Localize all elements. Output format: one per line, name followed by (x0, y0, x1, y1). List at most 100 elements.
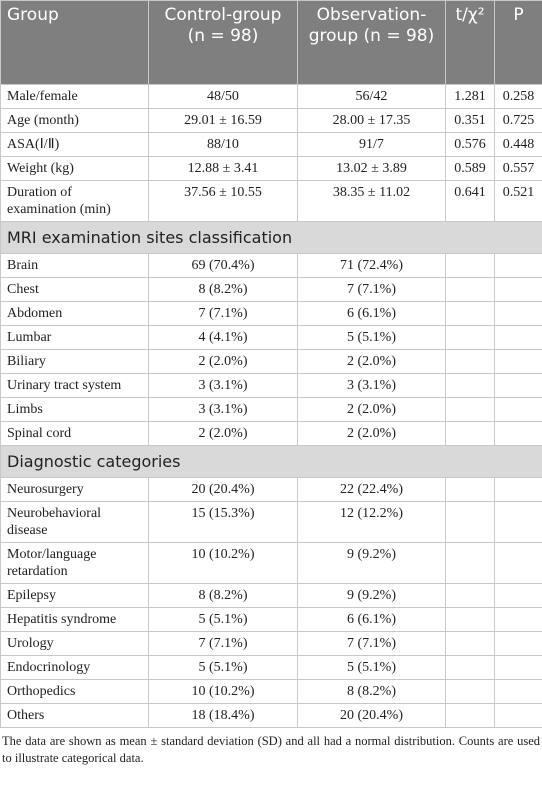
cell: 37.56 ± 10.55 (148, 180, 298, 222)
row-label: Others (0, 703, 149, 728)
empty-cell (494, 421, 542, 446)
empty-cell (494, 703, 542, 728)
empty-cell (445, 301, 495, 326)
empty-cell (445, 631, 495, 656)
section-row: MRI examination sites classification (0, 221, 542, 254)
cell: 7 (7.1%) (297, 631, 446, 656)
cell: 18 (18.4%) (148, 703, 298, 728)
cell: 12.88 ± 3.41 (148, 156, 298, 181)
table-row: Epilepsy 8 (8.2%) 9 (9.2%) (0, 583, 542, 608)
row-label: Biliary (0, 349, 149, 374)
row-label: Lumbar (0, 325, 149, 350)
row-label: Neurosurgery (0, 477, 149, 502)
cell: 20 (20.4%) (148, 477, 298, 502)
empty-cell (445, 679, 495, 704)
row-label: Epilepsy (0, 583, 149, 608)
table-row: Male/female 48/50 56/42 1.281 0.258 (0, 84, 542, 109)
table-row: Lumbar 4 (4.1%) 5 (5.1%) (0, 325, 542, 350)
cell: 7 (7.1%) (148, 631, 298, 656)
empty-cell (445, 655, 495, 680)
footnote: The data are shown as mean ± standard de… (2, 734, 540, 765)
row-label: Hepatitis syndrome (0, 607, 149, 632)
table-row: Spinal cord 2 (2.0%) 2 (2.0%) (0, 421, 542, 446)
row-label: Age (month) (0, 108, 149, 133)
cell: 12 (12.2%) (297, 501, 446, 543)
empty-cell (494, 631, 542, 656)
empty-cell (494, 655, 542, 680)
cell: 29.01 ± 16.59 (148, 108, 298, 133)
table-row: Orthopedics 10 (10.2%) 8 (8.2%) (0, 679, 542, 704)
header-cell: P (494, 0, 542, 85)
header-cell: Observation-group (n = 98) (297, 0, 446, 85)
cell: 13.02 ± 3.89 (297, 156, 446, 181)
empty-cell (445, 583, 495, 608)
row-label: Urinary tract system (0, 373, 149, 398)
section-title: MRI examination sites classification (0, 221, 542, 254)
row-label: Limbs (0, 397, 149, 422)
empty-cell (445, 373, 495, 398)
row-label: Endocrinology (0, 655, 149, 680)
empty-cell (494, 501, 542, 543)
table-row: Chest 8 (8.2%) 7 (7.1%) (0, 277, 542, 302)
table-row: Urinary tract system 3 (3.1%) 3 (3.1%) (0, 373, 542, 398)
empty-cell (494, 583, 542, 608)
empty-cell (445, 477, 495, 502)
cell: 3 (3.1%) (148, 397, 298, 422)
empty-cell (494, 301, 542, 326)
table-row: Biliary 2 (2.0%) 2 (2.0%) (0, 349, 542, 374)
table-row: Neurobehavioral disease 15 (15.3%) 12 (12.… (0, 501, 542, 543)
cell: 56/42 (297, 84, 446, 109)
table-row: Brain 69 (70.4%) 71 (72.4%) (0, 253, 542, 278)
empty-cell (445, 542, 495, 584)
cell: 6 (6.1%) (297, 607, 446, 632)
cell: 0.725 (494, 108, 542, 133)
cell: 0.641 (445, 180, 495, 222)
cell: 6 (6.1%) (297, 301, 446, 326)
table-body: Male/female 48/50 56/42 1.281 0.258 Age (mont… (0, 84, 542, 728)
empty-cell (494, 373, 542, 398)
cell: 0.589 (445, 156, 495, 181)
empty-cell (445, 397, 495, 422)
empty-cell (445, 277, 495, 302)
cell: 15 (15.3%) (148, 501, 298, 543)
cell: 5 (5.1%) (297, 655, 446, 680)
cell: 8 (8.2%) (148, 277, 298, 302)
row-label: Urology (0, 631, 149, 656)
row-label: Brain (0, 253, 149, 278)
cell: 0.351 (445, 108, 495, 133)
table-row: Endocrinology 5 (5.1%) 5 (5.1%) (0, 655, 542, 680)
cell: 28.00 ± 17.35 (297, 108, 446, 133)
cell: 22 (22.4%) (297, 477, 446, 502)
cell: 9 (9.2%) (297, 542, 446, 584)
cell: 0.521 (494, 180, 542, 222)
row-label: Duration of examination (min) (0, 180, 149, 222)
table-row: Abdomen 7 (7.1%) 6 (6.1%) (0, 301, 542, 326)
header-row: Group Control-group (n = 98) Observation-g… (0, 0, 542, 85)
cell: 2 (2.0%) (148, 349, 298, 374)
table-row: Others 18 (18.4%) 20 (20.4%) (0, 703, 542, 728)
table-row: Motor/language retardation 10 (10.2%) 9 (9… (0, 542, 542, 584)
cell: 48/50 (148, 84, 298, 109)
cell: 91/7 (297, 132, 446, 157)
row-label: Spinal cord (0, 421, 149, 446)
section-row: Diagnostic categories (0, 445, 542, 478)
table-row: Neurosurgery 20 (20.4%) 22 (22.4%) (0, 477, 542, 502)
cell: 7 (7.1%) (297, 277, 446, 302)
table-row: Limbs 3 (3.1%) 2 (2.0%) (0, 397, 542, 422)
table-row: Weight (kg) 12.88 ± 3.41 13.02 ± 3.89 0.589… (0, 156, 542, 181)
cell: 8 (8.2%) (297, 679, 446, 704)
row-label: Chest (0, 277, 149, 302)
empty-cell (494, 397, 542, 422)
row-label: Motor/language retardation (0, 542, 149, 584)
data-table: Group Control-group (n = 98) Observation-g… (0, 0, 542, 728)
empty-cell (494, 477, 542, 502)
empty-cell (494, 679, 542, 704)
empty-cell (494, 325, 542, 350)
cell: 20 (20.4%) (297, 703, 446, 728)
cell: 2 (2.0%) (297, 349, 446, 374)
row-label: Weight (kg) (0, 156, 149, 181)
empty-cell (445, 421, 495, 446)
empty-cell (445, 325, 495, 350)
cell: 5 (5.1%) (148, 655, 298, 680)
